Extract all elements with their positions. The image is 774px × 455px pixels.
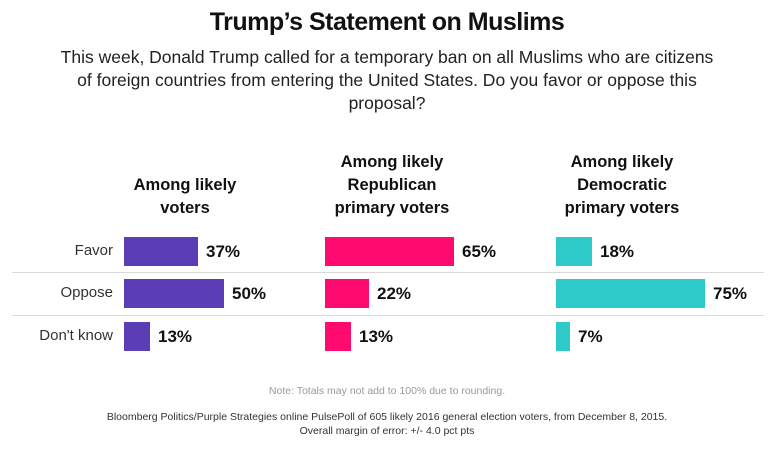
chart-note: Note: Totals may not add to 100% due to … <box>268 385 506 397</box>
chart-title: Trump’s Statement on Muslims <box>209 8 565 36</box>
row-divider <box>12 315 764 316</box>
series-header-2: Among likely Republican primary voters <box>334 153 450 217</box>
data-label-series3-oppose: 75% <box>713 284 748 303</box>
series-header-3: Among likely Democratic primary voters <box>564 153 680 217</box>
data-label-series2-don-t-know: 13% <box>359 327 394 346</box>
data-label-series2-favor: 65% <box>462 242 497 261</box>
bar-series2-oppose <box>325 279 369 308</box>
chart-subtitle: This week, Donald Trump called for a tem… <box>60 47 714 113</box>
data-label-series3-don-t-know: 7% <box>578 327 603 346</box>
source-line-1: Bloomberg Politics/Purple Strategies onl… <box>106 411 668 423</box>
bar-series3-don-t-know <box>556 322 570 351</box>
bar-series1-favor <box>124 237 198 266</box>
row-label-oppose: Oppose <box>60 284 113 301</box>
bar-series2-favor <box>325 237 454 266</box>
row-label-favor: Favor <box>74 242 113 259</box>
data-label-series1-don-t-know: 13% <box>158 327 193 346</box>
data-label-series2-oppose: 22% <box>377 284 412 303</box>
row-divider <box>12 272 764 273</box>
row-label-don-t-know: Don't know <box>39 327 113 344</box>
data-label-series1-oppose: 50% <box>232 284 267 303</box>
bar-series1-oppose <box>124 279 224 308</box>
bar-series1-don-t-know <box>124 322 150 351</box>
bar-series3-oppose <box>556 279 705 308</box>
series-header-1: Among likely voters <box>133 176 237 217</box>
bar-series3-favor <box>556 237 592 266</box>
bar-series2-don-t-know <box>325 322 351 351</box>
data-label-series3-favor: 18% <box>600 242 635 261</box>
data-label-series1-favor: 37% <box>206 242 241 261</box>
source-line-2: Overall margin of error: +/- 4.0 pct pts <box>299 425 475 437</box>
